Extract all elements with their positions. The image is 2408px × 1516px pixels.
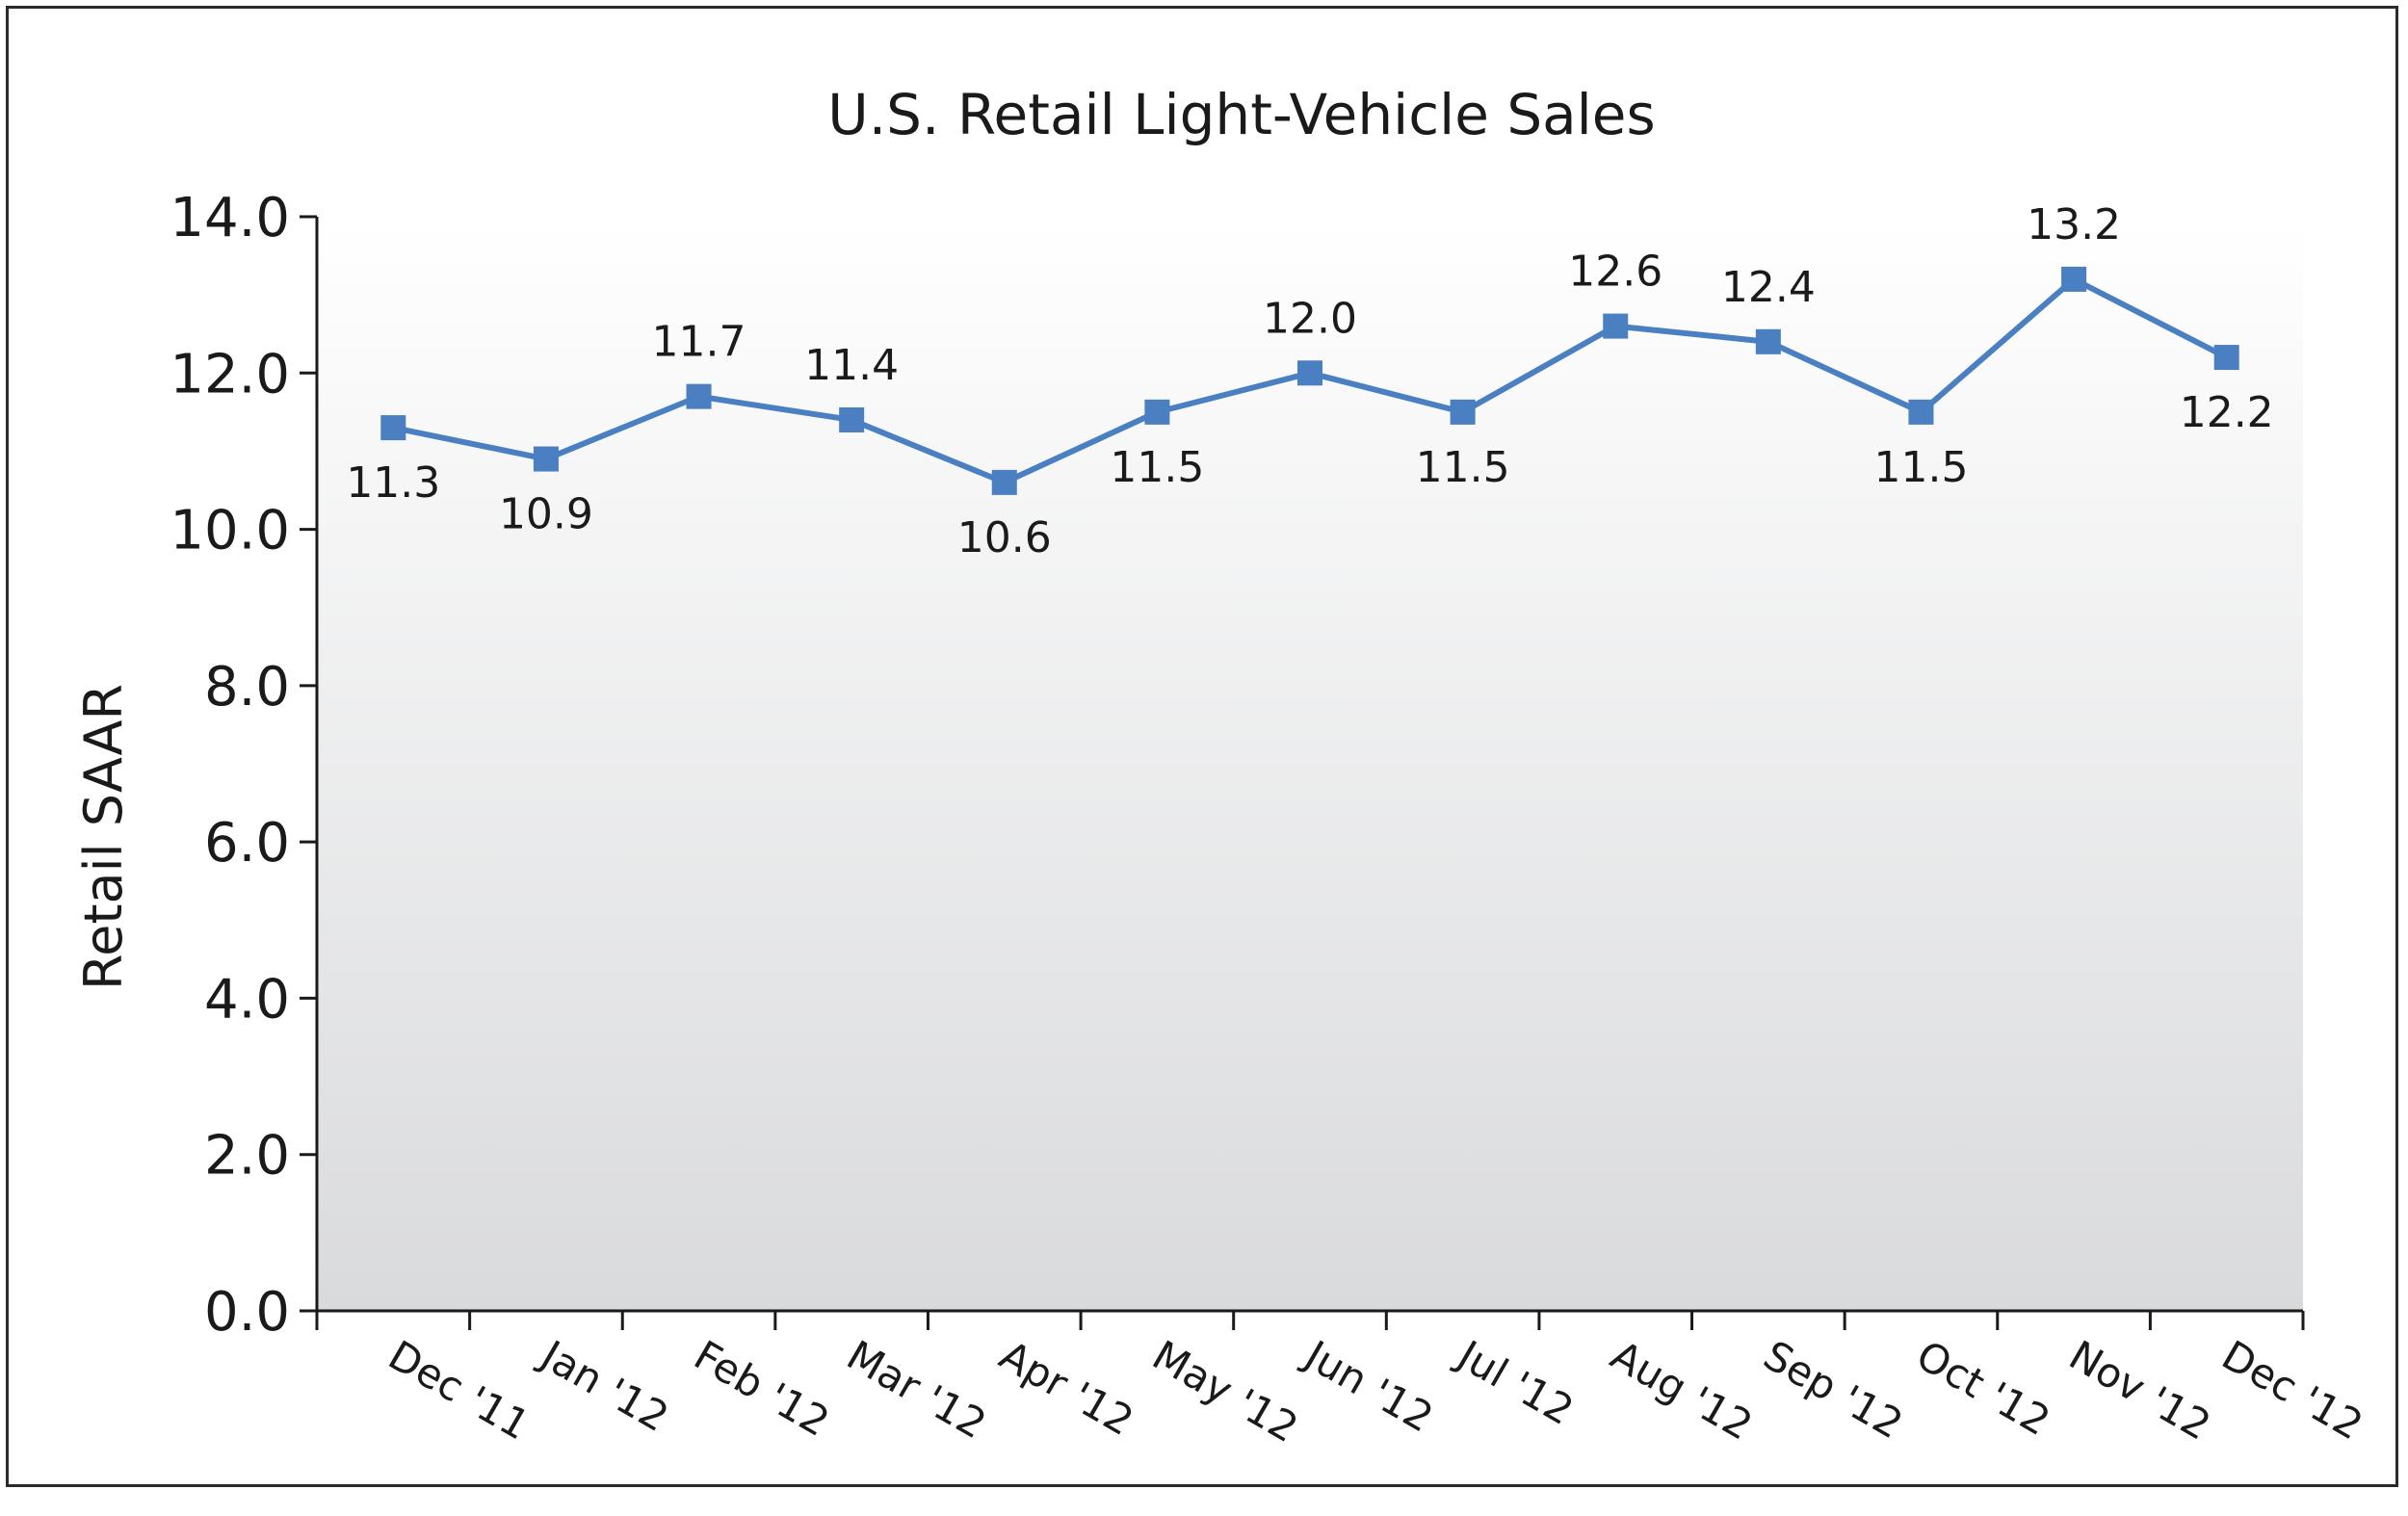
data-label: 11.5: [1873, 443, 1968, 492]
data-point: [2213, 345, 2239, 371]
data-point: [1603, 313, 1629, 339]
plot-area: [317, 217, 2303, 1311]
data-label: 11.4: [804, 341, 899, 390]
y-tick-label: 14.0: [170, 187, 290, 249]
y-tick-label: 0.0: [204, 1281, 290, 1344]
y-axis-label: Retail SAAR: [73, 684, 134, 990]
x-tick-label: Mar '12: [839, 1331, 994, 1448]
data-point: [991, 469, 1017, 495]
y-tick-label: 4.0: [204, 968, 290, 1031]
chart-title: U.S. Retail Light-Vehicle Sales: [827, 82, 1655, 147]
x-tick-label: Dec '12: [2214, 1331, 2371, 1449]
x-tick-label: May '12: [1144, 1331, 1306, 1451]
data-label: 11.5: [1416, 443, 1510, 492]
x-tick-label: Dec '11: [380, 1331, 537, 1449]
x-tick-label: Nov '12: [2061, 1331, 2218, 1450]
data-point: [1144, 399, 1170, 425]
data-label: 11.7: [652, 318, 746, 367]
data-point: [1755, 328, 1781, 354]
x-tick-label: Apr '12: [992, 1331, 1141, 1445]
data-point: [1908, 399, 1934, 425]
x-tick-label: Jul '12: [1448, 1330, 1582, 1434]
chart-frame: U.S. Retail Light-Vehicle Sales Retail S…: [6, 6, 2398, 1487]
data-label: 10.9: [499, 490, 593, 539]
line-chart: U.S. Retail Light-Vehicle Sales Retail S…: [73, 82, 2371, 1451]
data-point: [1450, 399, 1476, 425]
data-point: [533, 446, 559, 472]
x-tick-label: Jan '12: [531, 1330, 676, 1441]
x-tick-label: Aug '12: [1603, 1331, 1760, 1450]
x-tick-label: Jun '12: [1295, 1330, 1441, 1442]
data-label: 12.0: [1263, 294, 1357, 343]
data-point: [1297, 360, 1322, 386]
y-tick-label: 8.0: [204, 656, 290, 719]
x-tick-label: Sep '12: [1756, 1331, 1911, 1448]
data-point: [380, 415, 406, 441]
y-tick-label: 10.0: [170, 500, 290, 562]
data-point: [839, 406, 865, 432]
data-label: 12.2: [2180, 388, 2274, 437]
y-tick-label: 12.0: [170, 343, 290, 405]
data-label: 13.2: [2027, 200, 2121, 249]
data-point: [686, 383, 712, 409]
y-tick-label: 2.0: [204, 1125, 290, 1188]
y-tick-label: 6.0: [204, 812, 290, 875]
data-label: 12.6: [1568, 248, 1662, 297]
data-label: 11.5: [1110, 443, 1204, 492]
data-point: [2061, 266, 2087, 292]
data-series: 11.3 10.9 11.7 11.4 10.6 11.5 12.0 11.5 12.6 12.4…: [346, 200, 2273, 562]
data-label: 12.4: [1721, 263, 1816, 312]
x-tick-label: Feb '12: [687, 1331, 838, 1446]
x-tick-label: Oct '12: [1908, 1331, 2057, 1445]
data-label: 11.3: [346, 458, 440, 508]
data-label: 10.6: [957, 513, 1052, 562]
